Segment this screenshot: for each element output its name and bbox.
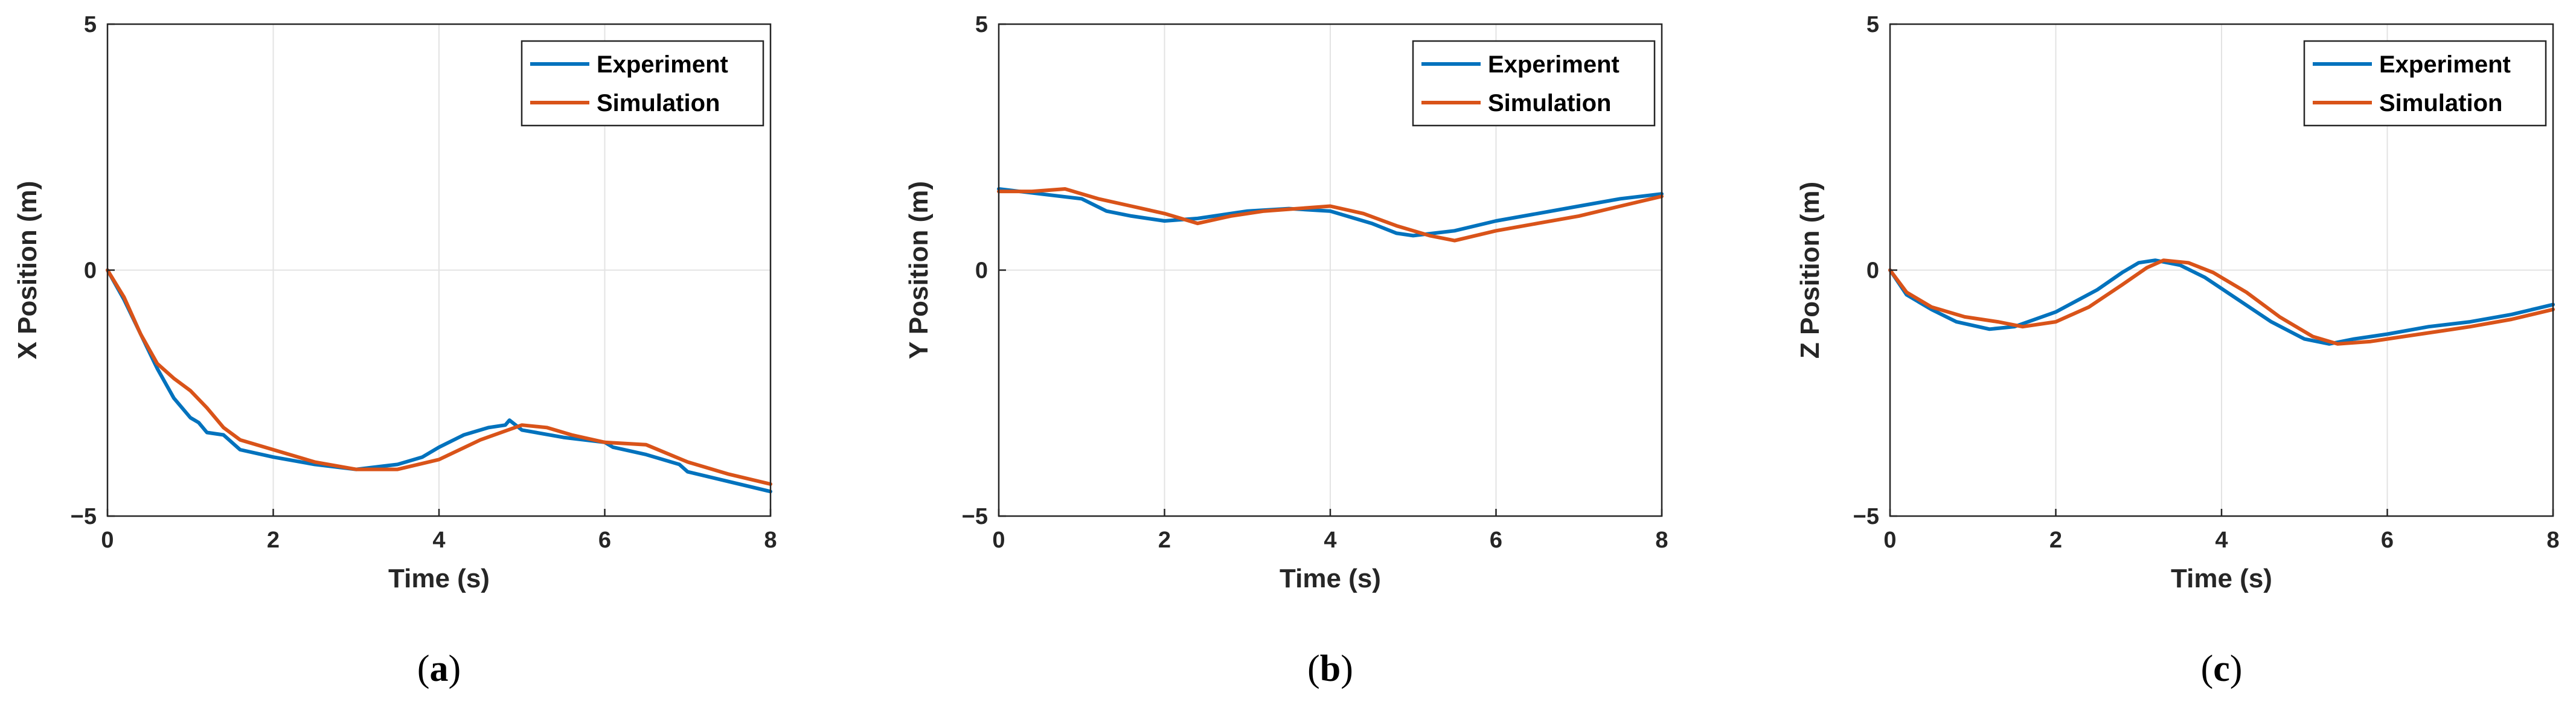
caption-letter: c bbox=[2213, 648, 2230, 689]
caption-open: ( bbox=[2201, 648, 2214, 689]
caption-open: ( bbox=[417, 648, 430, 689]
x-tick-label: 0 bbox=[1883, 528, 1896, 553]
panel-caption: (b) bbox=[1307, 648, 1353, 689]
legend-box bbox=[2303, 40, 2547, 127]
x-tick-label: 8 bbox=[1655, 528, 1668, 553]
legend-label-experiment: Experiment bbox=[2379, 51, 2511, 78]
x-tick-label: 6 bbox=[1490, 528, 1502, 553]
y-tick-label: −5 bbox=[1853, 504, 1879, 529]
y-axis-label: X Position (m) bbox=[13, 181, 42, 360]
legend-box bbox=[1412, 40, 1656, 127]
series-line-simulation bbox=[106, 268, 772, 486]
x-tick-label: 8 bbox=[2546, 528, 2559, 553]
x-tick-label: 4 bbox=[1324, 528, 1336, 553]
panel-caption: (a) bbox=[417, 648, 461, 689]
x-tick-label: 8 bbox=[764, 528, 777, 553]
y-tick-label: 0 bbox=[975, 258, 988, 284]
x-axis-label: Time (s) bbox=[388, 564, 490, 593]
series-line-simulation bbox=[997, 187, 1664, 243]
y-tick-label: −5 bbox=[71, 504, 97, 529]
legend-label-simulation: Simulation bbox=[2379, 90, 2502, 116]
y-tick-label: 5 bbox=[1866, 12, 1879, 37]
x-tick-label: 2 bbox=[2049, 528, 2062, 553]
y-tick-label: 5 bbox=[84, 12, 97, 37]
legend-label-simulation: Simulation bbox=[597, 90, 720, 116]
legend: Experiment Simulation bbox=[1412, 40, 1656, 127]
series-line-experiment bbox=[106, 268, 772, 494]
x-axis-label: Time (s) bbox=[2171, 564, 2272, 593]
legend: Experiment Simulation bbox=[2303, 40, 2547, 127]
x-tick-label: 0 bbox=[992, 528, 1005, 553]
x-tick-label: 2 bbox=[1158, 528, 1171, 553]
legend-label-experiment: Experiment bbox=[1488, 51, 1620, 78]
y-axis-label: Y Position (m) bbox=[904, 181, 934, 359]
y-axis-label: Z Position (m) bbox=[1795, 182, 1825, 359]
x-tick-label: 0 bbox=[101, 528, 114, 553]
x-tick-label: 2 bbox=[267, 528, 280, 553]
y-tick-label: 5 bbox=[975, 12, 988, 37]
x-axis-label: Time (s) bbox=[1280, 564, 1381, 593]
caption-letter: a bbox=[430, 648, 449, 689]
x-tick-label: 6 bbox=[2381, 528, 2394, 553]
series-line-experiment bbox=[1888, 258, 2555, 346]
legend-label-simulation: Simulation bbox=[1488, 90, 1611, 116]
series-line-simulation bbox=[1888, 258, 2555, 346]
caption-letter: b bbox=[1320, 648, 1341, 689]
caption-close: ) bbox=[449, 648, 461, 689]
legend-box bbox=[521, 40, 764, 127]
x-tick-label: 6 bbox=[598, 528, 611, 553]
panel-caption: (c) bbox=[2201, 648, 2243, 689]
x-tick-label: 4 bbox=[2215, 528, 2228, 553]
caption-open: ( bbox=[1307, 648, 1320, 689]
caption-close: ) bbox=[2230, 648, 2243, 689]
y-tick-label: −5 bbox=[962, 504, 988, 529]
legend-label-experiment: Experiment bbox=[597, 51, 728, 78]
legend: Experiment Simulation bbox=[521, 40, 764, 127]
x-tick-label: 4 bbox=[432, 528, 445, 553]
y-tick-label: 0 bbox=[1866, 258, 1879, 284]
caption-close: ) bbox=[1341, 648, 1353, 689]
series-line-experiment bbox=[997, 187, 1664, 238]
y-tick-label: 0 bbox=[84, 258, 97, 284]
